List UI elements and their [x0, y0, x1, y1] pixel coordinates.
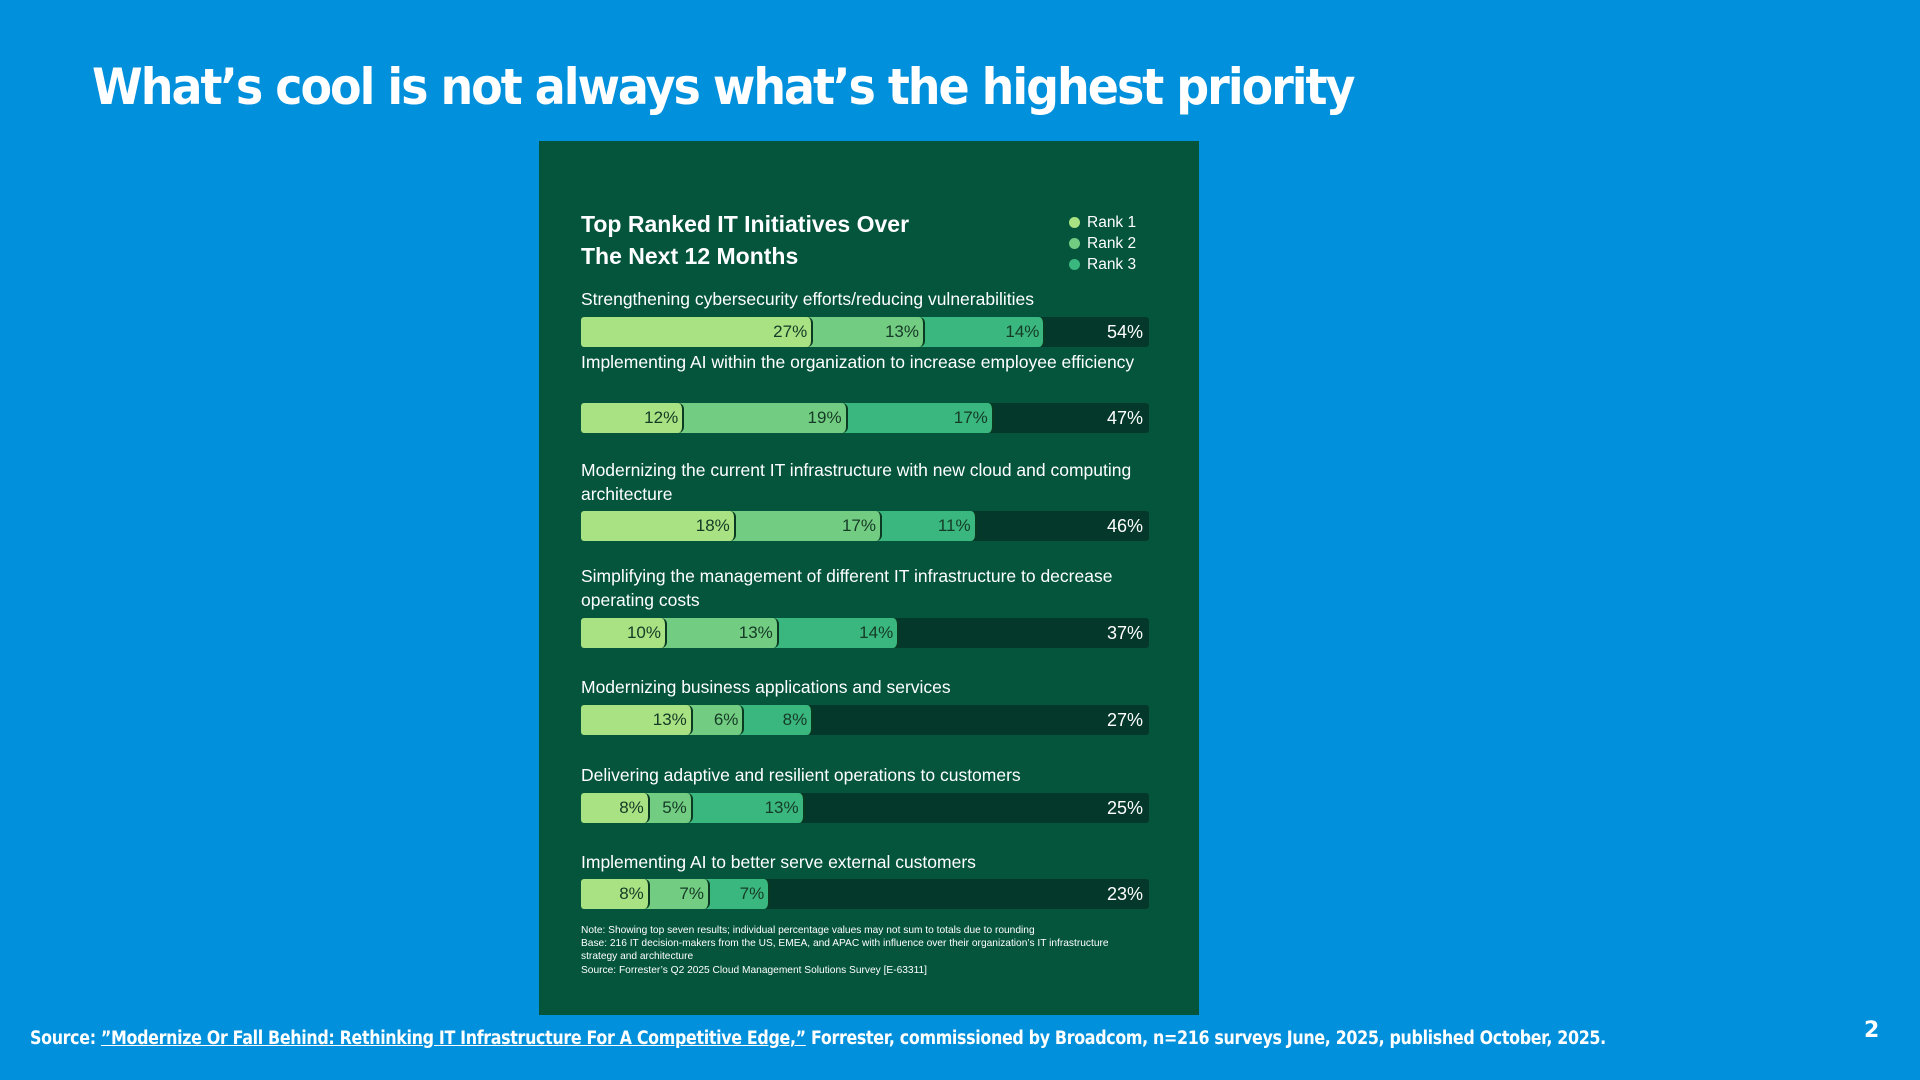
bar-segment-rank-2: 5% — [643, 793, 693, 823]
bar-value-label: 13% — [652, 710, 687, 729]
bar-category-label: Implementing AI to better serve external… — [581, 852, 976, 872]
bar-value-label: 13% — [884, 322, 919, 341]
source-link[interactable]: ”Modernize Or Fall Behind: Rethinking IT… — [100, 1028, 806, 1049]
chart-legend: Rank 1 Rank 2 Rank 3 — [1069, 212, 1136, 275]
footnote-base: Base: 216 IT decision-makers from the US… — [581, 938, 1109, 963]
chart-panel: Top Ranked IT Initiatives Over The Next … — [539, 141, 1199, 1015]
slide-title: What’s cool is not always what’s the hig… — [92, 58, 1356, 116]
source-prefix: Source: — [30, 1028, 101, 1049]
legend-label: Rank 1 — [1087, 213, 1137, 231]
legend-dot-rank-3-icon — [1069, 259, 1080, 270]
bar-segment-rank-2: 17% — [729, 511, 882, 541]
bar-track: 13% 6% 8% 27% — [581, 705, 1149, 735]
bar-track: 12% 19% 17% 47% — [581, 403, 1149, 433]
bar-segment-rank-1: 27% — [581, 317, 814, 347]
bar-segment-rank-1: 13% — [581, 705, 693, 735]
legend-label: Rank 3 — [1087, 255, 1137, 273]
bar-total-label: 47% — [1106, 408, 1143, 428]
bar-category-label: Strengthening cybersecurity efforts/redu… — [581, 289, 1034, 309]
bar-value-label: 13% — [764, 798, 799, 817]
bar-value-label: 5% — [662, 798, 687, 817]
bar-segment-rank-3: 7% — [704, 879, 771, 909]
bar-value-label: 8% — [782, 710, 808, 729]
bar-segment-rank-3: 13% — [686, 793, 805, 823]
bar-track: 10% 13% 14% 37% — [581, 618, 1149, 648]
bar-track: 18% 17% 11% 46% — [581, 511, 1149, 541]
bar-value-label: 13% — [738, 623, 773, 642]
bar-segment-rank-3: 14% — [772, 618, 900, 648]
bar-total-label: 25% — [1106, 798, 1143, 818]
chart-title: Top Ranked IT Initiatives Over The Next … — [581, 208, 961, 272]
bar-value-label: 17% — [841, 516, 876, 535]
bar-total-label: 46% — [1106, 516, 1143, 536]
bar-category-label: Implementing AI within the organization … — [581, 352, 1135, 372]
bar-value-label: 17% — [953, 408, 988, 427]
source-citation: Source: ”Modernize Or Fall Behind: Rethi… — [30, 1028, 1606, 1049]
bar-segment-rank-1: 18% — [581, 511, 736, 541]
bar-value-label: 7% — [679, 884, 704, 903]
bar-track: 27% 13% 14% 54% — [581, 317, 1149, 347]
footnote-source: Source: Forrester’s Q2 2025 Cloud Manage… — [581, 964, 927, 976]
chart-footnote: Note: Showing top seven results; individ… — [581, 924, 1141, 977]
bar-segment-rank-3: 14% — [919, 317, 1046, 347]
bar-segment-rank-3: 11% — [876, 511, 977, 541]
bar-segment-rank-3: 8% — [738, 705, 814, 735]
bar-value-label: 7% — [739, 884, 765, 903]
legend-item-rank-3: Rank 3 — [1069, 254, 1136, 275]
bar-segment-rank-1: 8% — [581, 793, 650, 823]
legend-label: Rank 2 — [1087, 234, 1137, 252]
bar-segment-rank-2: 13% — [807, 317, 925, 347]
bar-value-label: 12% — [644, 408, 679, 427]
bar-total-label: 54% — [1106, 322, 1143, 342]
page-number: 2 — [1864, 1018, 1880, 1043]
bar-category-label: Modernizing the current IT infrastructur… — [581, 460, 1132, 504]
bar-track: 8% 7% 7% 23% — [581, 879, 1149, 909]
bar-total-label: 27% — [1106, 710, 1143, 730]
bar-segment-rank-1: 12% — [581, 403, 685, 433]
bar-total-label: 23% — [1106, 884, 1143, 904]
bar-total-label: 37% — [1106, 623, 1143, 643]
bar-segment-rank-2: 19% — [678, 403, 848, 433]
bar-value-label: 8% — [619, 884, 644, 903]
legend-item-rank-2: Rank 2 — [1069, 233, 1136, 254]
chart-title-line-1: Top Ranked IT Initiatives Over — [581, 211, 910, 237]
bar-category-label: Delivering adaptive and resilient operat… — [581, 765, 1021, 785]
bar-segment-rank-2: 6% — [686, 705, 745, 735]
source-suffix: Forrester, commissioned by Broadcom, n=2… — [805, 1028, 1606, 1049]
bar-segment-rank-1: 8% — [581, 879, 650, 909]
bar-value-label: 14% — [1005, 322, 1040, 341]
legend-item-rank-1: Rank 1 — [1069, 212, 1136, 233]
bar-segment-rank-3: 17% — [841, 403, 994, 433]
chart-title-line-2: The Next 12 Months — [581, 243, 799, 269]
bar-segment-rank-1: 10% — [581, 618, 667, 648]
bar-category-label: Simplifying the management of different … — [581, 566, 1113, 610]
bar-segment-rank-2: 13% — [661, 618, 779, 648]
bar-value-label: 14% — [859, 623, 894, 642]
footnote-note: Note: Showing top seven results; individ… — [581, 925, 1035, 936]
bar-track: 8% 5% 13% 25% — [581, 793, 1149, 823]
bar-segment-rank-2: 7% — [643, 879, 710, 909]
legend-dot-rank-1-icon — [1069, 217, 1080, 228]
bar-value-label: 18% — [695, 516, 730, 535]
bar-value-label: 11% — [937, 516, 971, 535]
bar-value-label: 27% — [773, 322, 808, 341]
bar-value-label: 19% — [807, 408, 842, 427]
legend-dot-rank-2-icon — [1069, 238, 1080, 249]
bar-value-label: 8% — [619, 798, 644, 817]
bar-value-label: 10% — [626, 623, 661, 642]
bar-category-label: Modernizing business applications and se… — [581, 677, 951, 697]
bar-value-label: 6% — [713, 710, 739, 729]
